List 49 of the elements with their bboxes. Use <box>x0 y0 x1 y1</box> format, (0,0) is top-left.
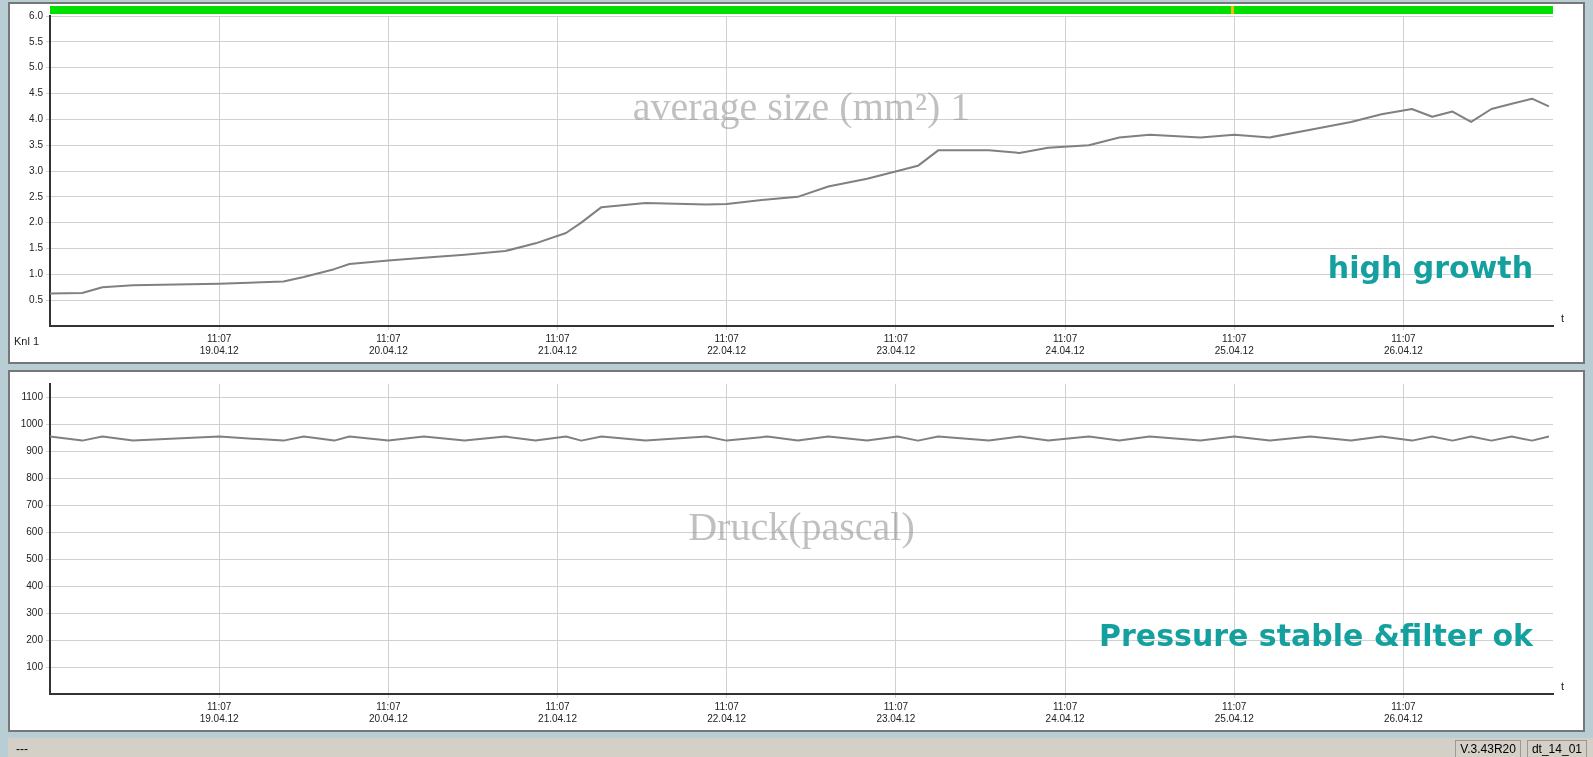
x-axis-title: t <box>1561 679 1565 692</box>
y-tick-label: 1000 <box>20 418 44 430</box>
x-tick-label: 11:07 19.04.12 <box>199 332 240 356</box>
y-tick-label: 600 <box>26 526 44 538</box>
x-tick-label: 11:07 22.04.12 <box>707 332 747 356</box>
x-tick-label: 11:07 20.04.12 <box>368 332 409 356</box>
y-tick-label: 6.0 <box>29 9 44 21</box>
y-tick-label: 100 <box>26 660 44 672</box>
x-tick-label: 11:07 20.04.12 <box>368 700 409 724</box>
y-tick-label: 2.5 <box>29 190 44 202</box>
x-tick-label: 11:07 24.04.12 <box>1045 332 1085 356</box>
x-tick-label: 11:07 26.04.12 <box>1383 700 1424 724</box>
x-axis-title: t <box>1561 311 1565 324</box>
y-tick-label: 0.5 <box>29 293 44 305</box>
y-tick-label: 1.0 <box>29 268 44 280</box>
annotation: Pressure stable &filter ok <box>1099 618 1535 653</box>
y-tick-label: 700 <box>26 499 44 511</box>
x-tick-label: 11:07 22.04.12 <box>707 700 747 724</box>
x-tick-label: 11:07 21.04.12 <box>538 700 578 724</box>
x-tick-label: 11:07 21.04.12 <box>538 332 578 356</box>
text: --- <box>16 742 28 756</box>
text: dt_14_01 <box>1526 740 1587 757</box>
x-tick-label: 11:07 19.04.12 <box>199 700 240 724</box>
x-tick-label: 11:07 24.04.12 <box>1045 700 1085 724</box>
y-tick-label: 3.5 <box>29 138 44 150</box>
x-tick-label: 11:07 23.04.12 <box>876 700 916 724</box>
y-tick-label: 1.5 <box>29 242 44 254</box>
y-tick-label: 2.0 <box>29 216 44 228</box>
x-tick-label: 11:07 26.04.12 <box>1383 332 1424 356</box>
x-tick-label: 11:07 23.04.12 <box>876 332 916 356</box>
y-tick-label: 300 <box>26 606 44 618</box>
y-tick-label: 4.5 <box>29 87 44 99</box>
y-tick-label: 5.0 <box>29 61 44 73</box>
y-tick-label: 4.0 <box>29 113 44 125</box>
y-tick-label: 900 <box>26 445 44 457</box>
x-tick-label: 11:07 25.04.12 <box>1214 700 1255 724</box>
y-tick-label: 3.0 <box>29 164 44 176</box>
text: V.3.43R20 <box>1455 740 1521 757</box>
annotation: high growth <box>1327 250 1533 285</box>
x-tick-label: 11:07 25.04.12 <box>1214 332 1255 356</box>
y-tick-label: 800 <box>26 472 44 484</box>
y-tick-label: 500 <box>26 552 44 564</box>
text: Knl 1 <box>14 334 40 347</box>
y-tick-label: 400 <box>26 579 44 591</box>
y-tick-label: 5.5 <box>29 35 44 47</box>
y-tick-label: 1100 <box>21 391 44 403</box>
y-axis-title: Druck(pascal) <box>688 504 915 550</box>
y-axis-title: average size (mm²) 1 <box>632 83 971 129</box>
y-tick-label: 200 <box>26 633 44 645</box>
